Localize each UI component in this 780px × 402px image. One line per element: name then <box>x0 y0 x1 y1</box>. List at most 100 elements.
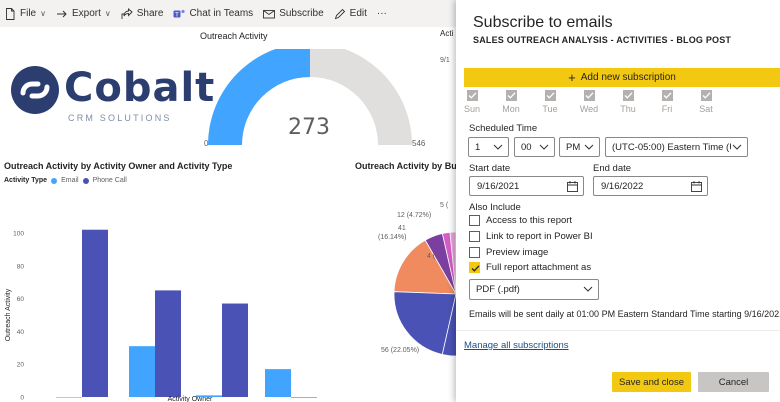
pencil-icon <box>334 8 346 20</box>
day-option-thu[interactable]: Thu <box>613 90 643 114</box>
chevron-down-icon <box>584 144 594 150</box>
y-tick-label: 0 <box>20 395 24 402</box>
file-icon <box>4 7 16 20</box>
plus-icon: + <box>568 70 576 85</box>
attachment-format-select[interactable]: PDF (.pdf) <box>469 279 599 300</box>
day-checkboxes: Sun Mon Tue Wed Thu Fri Sat <box>464 90 767 120</box>
preview-image-checkbox[interactable] <box>469 247 480 258</box>
y-tick-label: 100 <box>13 231 24 238</box>
day-checkbox[interactable] <box>466 90 478 101</box>
checkmark-icon <box>546 92 554 99</box>
bar-email <box>265 369 291 397</box>
hour-value: 1 <box>475 141 481 153</box>
cobalt-logo-icon <box>11 66 59 114</box>
checkmark-icon <box>624 92 632 99</box>
y-axis-label: Outreach Activity <box>5 288 12 341</box>
more-options-button[interactable]: ··· <box>377 8 387 19</box>
day-label: Wed <box>579 104 599 114</box>
day-option-sat[interactable]: Sat <box>691 90 721 114</box>
day-option-fri[interactable]: Fri <box>652 90 682 114</box>
day-label: Fri <box>661 104 673 114</box>
cancel-button[interactable]: Cancel <box>698 372 769 392</box>
clipped-card-date: 9/1 <box>440 57 450 64</box>
checkmark-icon <box>471 265 480 272</box>
calendar-icon[interactable] <box>567 181 578 192</box>
attachment-format-value: PDF (.pdf) <box>476 284 520 295</box>
chat-in-teams-button[interactable]: T Chat in Teams <box>173 8 253 20</box>
legend-phone-call-dot <box>82 177 89 184</box>
day-checkbox[interactable] <box>505 90 517 101</box>
day-label: Sun <box>463 104 480 114</box>
export-menu[interactable]: Export ∨ <box>56 8 111 20</box>
full-report-attachment-checkbox[interactable] <box>469 262 480 273</box>
minute-value: 00 <box>521 141 532 153</box>
gauge-title: Outreach Activity <box>200 31 268 41</box>
legend-phone-call-label: Phone Call <box>92 177 127 184</box>
timezone-select[interactable]: (UTC-05:00) Eastern Time (US and <box>605 137 748 157</box>
pie-slice <box>393 239 456 295</box>
checkmark-icon <box>585 92 593 99</box>
logo-wordmark: Cobalt <box>64 65 216 111</box>
link-to-report-option[interactable]: Link to report in Power BI <box>469 231 593 242</box>
preview-image-option[interactable]: Preview image <box>469 247 548 258</box>
day-checkbox[interactable] <box>700 90 712 101</box>
start-date-label: Start date <box>469 163 511 174</box>
day-option-mon[interactable]: Mon <box>496 90 526 114</box>
y-tick-label: 40 <box>17 329 25 336</box>
day-label: Sat <box>699 104 713 114</box>
report-name: SALES OUTREACH ANALYSIS - ACTIVITIES - B… <box>473 35 732 45</box>
x-axis-label: Activity Owner <box>168 396 213 402</box>
file-menu[interactable]: File ∨ <box>4 7 46 20</box>
checkmark-icon <box>663 92 671 99</box>
bar-chart-legend: Activity Type Email Phone Call <box>4 177 127 184</box>
day-option-sun[interactable]: Sun <box>457 90 487 114</box>
am-pm-select[interactable]: PM <box>559 137 600 157</box>
bar-chart[interactable]: 0 20 40 60 80 100 Outreach Activity Activity Ow… <box>0 187 350 402</box>
cobalt-logo: Cobalt CRM SOLUTIONS <box>8 61 214 133</box>
gauge-chart[interactable] <box>200 49 420 149</box>
edit-button[interactable]: Edit <box>334 8 367 20</box>
minute-select[interactable]: 00 <box>514 137 555 157</box>
y-tick-label: 60 <box>17 296 25 303</box>
pie-label: 41 <box>398 225 406 232</box>
report-canvas: Cobalt CRM SOLUTIONS Outreach Activity 2… <box>0 27 456 402</box>
add-new-subscription-button[interactable]: + Add new subscription <box>464 68 780 87</box>
end-date-picker[interactable]: 9/16/2022 <box>593 176 708 196</box>
export-label: Export <box>71 8 101 19</box>
teams-icon: T <box>173 8 186 20</box>
manage-all-subscriptions-link[interactable]: Manage all subscriptions <box>464 340 569 351</box>
day-checkbox[interactable] <box>622 90 634 101</box>
subscribe-label: Subscribe <box>279 8 324 19</box>
chevron-down-icon <box>539 144 549 150</box>
bar-email <box>56 397 82 398</box>
bar-phone-call <box>222 303 248 397</box>
start-date-picker[interactable]: 9/16/2021 <box>469 176 584 196</box>
access-to-report-option[interactable]: Access to this report <box>469 215 572 226</box>
link-to-report-checkbox[interactable] <box>469 231 480 242</box>
chevron-down-icon <box>732 142 742 152</box>
gauge-max-label: 546 <box>412 139 426 148</box>
end-date-value: 9/16/2022 <box>601 180 644 192</box>
legend-email-label: Email <box>61 177 79 184</box>
day-option-tue[interactable]: Tue <box>535 90 565 114</box>
save-and-close-button[interactable]: Save and close <box>612 372 691 392</box>
gauge-fill <box>208 49 310 145</box>
checkmark-icon <box>468 92 476 99</box>
subscribe-button[interactable]: Subscribe <box>263 8 324 20</box>
preview-image-label: Preview image <box>486 247 549 258</box>
day-checkbox[interactable] <box>661 90 673 101</box>
hour-select[interactable]: 1 <box>468 137 509 157</box>
legend-title: Activity Type <box>4 177 48 184</box>
share-button[interactable]: Share <box>121 7 163 20</box>
chevron-down-icon: ∨ <box>40 9 46 18</box>
access-to-report-checkbox[interactable] <box>469 215 480 226</box>
calendar-icon[interactable] <box>691 181 702 192</box>
day-checkbox[interactable] <box>544 90 556 101</box>
bar-phone-call <box>82 229 108 397</box>
day-checkbox[interactable] <box>583 90 595 101</box>
day-option-wed[interactable]: Wed <box>574 90 604 114</box>
chevron-down-icon <box>493 144 503 150</box>
full-report-attachment-option[interactable]: Full report attachment as <box>469 262 591 273</box>
pie-chart[interactable] <box>360 199 456 369</box>
am-pm-value: PM <box>566 141 581 153</box>
